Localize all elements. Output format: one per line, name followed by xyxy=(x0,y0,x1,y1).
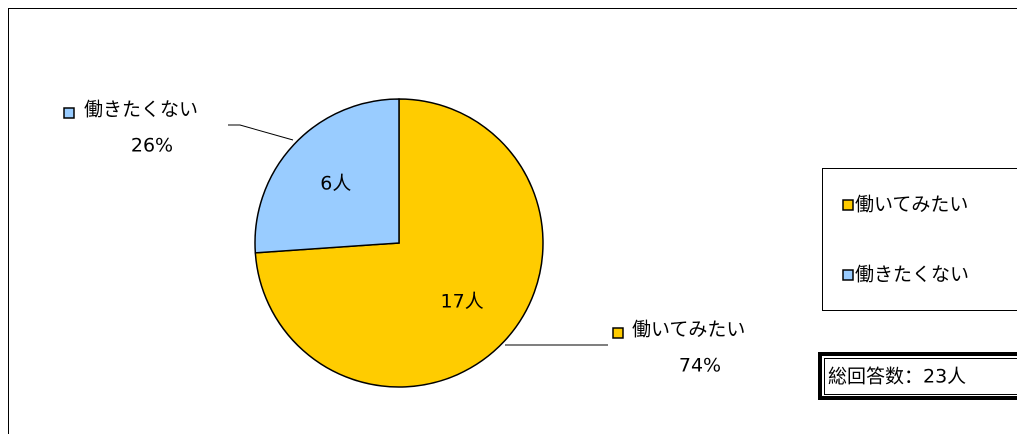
category-label: 働きたくない xyxy=(84,99,198,121)
category-label: 働いてみたい xyxy=(632,319,745,341)
value-label: 17人 xyxy=(441,290,484,312)
legend-label: 働きたくない xyxy=(855,264,969,286)
percent-label: 74% xyxy=(679,355,721,377)
value-label: 6人 xyxy=(320,173,351,195)
legend-box xyxy=(823,169,1017,311)
label-swatch xyxy=(613,328,623,338)
legend-swatch xyxy=(843,200,853,210)
label-swatch xyxy=(64,108,74,118)
legend-label: 働いてみたい xyxy=(855,194,968,216)
percent-label: 26% xyxy=(131,135,173,157)
legend-swatch xyxy=(843,270,853,280)
annotation: 総回答数：23人 xyxy=(828,366,966,388)
